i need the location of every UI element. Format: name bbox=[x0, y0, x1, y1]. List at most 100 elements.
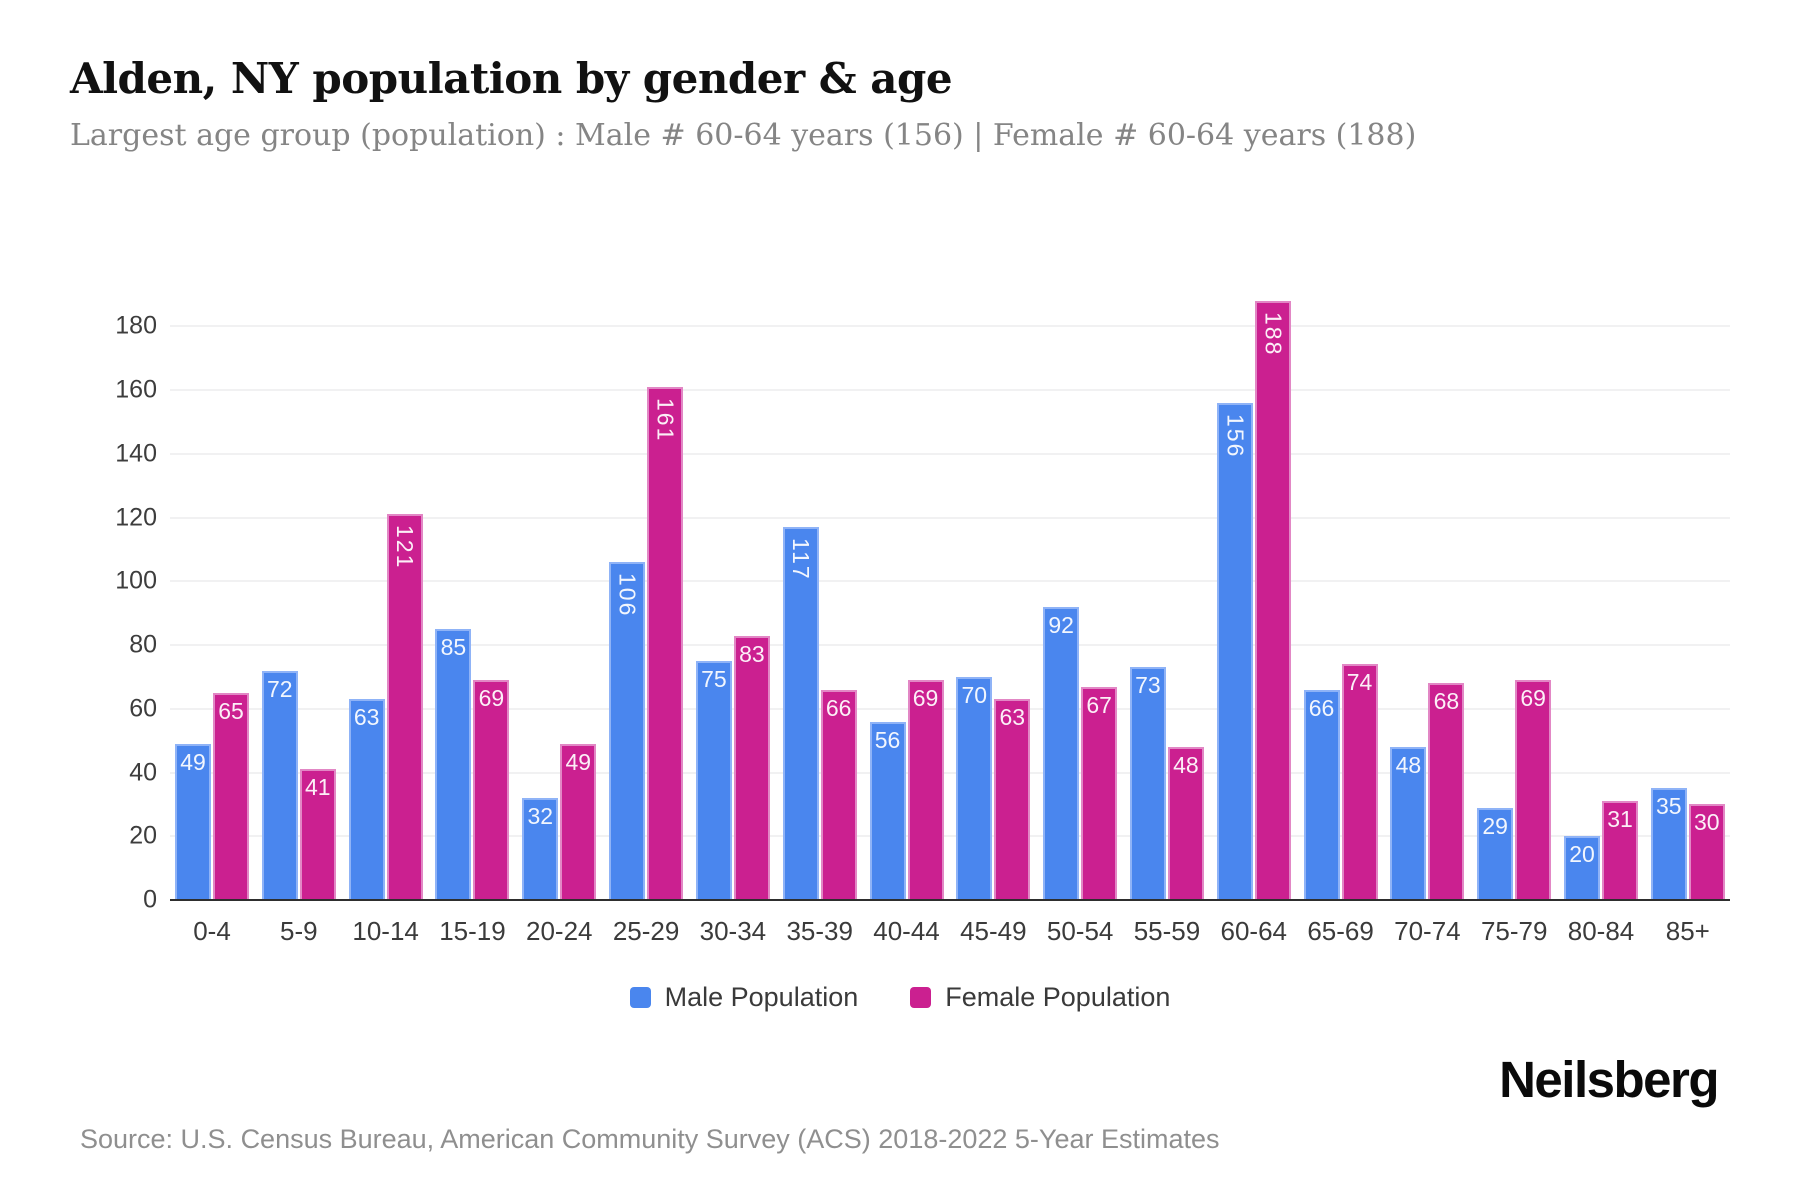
bar-male: 48 bbox=[1390, 747, 1427, 900]
bar-value-label: 29 bbox=[1482, 812, 1508, 839]
bar-group: 56 69 40-44 bbox=[869, 680, 944, 946]
x-axis-label: 20-24 bbox=[526, 916, 593, 946]
gridline bbox=[170, 707, 1730, 710]
bar-male: 72 bbox=[261, 670, 298, 900]
bar-group: 72 41 5-9 bbox=[261, 670, 336, 946]
bar-group: 73 48 55-59 bbox=[1129, 667, 1204, 946]
bar-value-label: 74 bbox=[1346, 669, 1373, 696]
x-axis-label: 35-39 bbox=[786, 916, 853, 946]
plot-area: 49 65 0-4 72 41 5-9 63 121 10-14 85 69 15-19 32 49 20-… bbox=[170, 250, 1730, 946]
bar-value-label: 30 bbox=[1694, 809, 1720, 836]
bar-value-label: 63 bbox=[353, 704, 380, 731]
legend-swatch bbox=[910, 987, 932, 1008]
bar-male: 29 bbox=[1477, 807, 1514, 900]
bar-male: 75 bbox=[695, 661, 732, 900]
bar-value-label: 92 bbox=[1048, 611, 1074, 638]
bar-group: 32 49 20-24 bbox=[522, 743, 597, 946]
y-axis-tick-label: 160 bbox=[115, 375, 157, 404]
bar-male: 73 bbox=[1129, 667, 1166, 900]
bar-groups: 49 65 0-4 72 41 5-9 63 121 10-14 85 69 15-19 32 49 20-… bbox=[170, 250, 1730, 946]
bar-female: 69 bbox=[473, 680, 510, 900]
gridline bbox=[170, 644, 1730, 647]
legend-swatch bbox=[629, 987, 651, 1008]
bar-male: 20 bbox=[1564, 836, 1600, 900]
bar-group: 106 161 25-29 bbox=[609, 387, 684, 946]
x-axis-label: 15-19 bbox=[439, 916, 506, 946]
bar-female: 48 bbox=[1167, 747, 1204, 900]
bar-female: 49 bbox=[560, 743, 597, 900]
x-axis-label: 60-64 bbox=[1220, 916, 1288, 946]
bar-male: 63 bbox=[348, 699, 385, 900]
page-title: Alden, NY population by gender & age bbox=[70, 54, 953, 103]
x-axis-line bbox=[170, 899, 1730, 901]
bar-value-label: 49 bbox=[180, 748, 206, 775]
x-axis-label: 55-59 bbox=[1133, 916, 1201, 946]
bar-group: 70 63 45-49 bbox=[956, 676, 1031, 946]
bar-value-label: 35 bbox=[1656, 793, 1682, 820]
x-axis-label: 50-54 bbox=[1046, 916, 1114, 946]
bar-value-label: 161 bbox=[652, 398, 679, 443]
bar-male: 56 bbox=[869, 721, 906, 900]
gridline bbox=[170, 580, 1730, 583]
bar-value-label: 32 bbox=[527, 803, 554, 830]
y-axis-tick-label: 180 bbox=[115, 311, 157, 340]
bar-female: 161 bbox=[647, 387, 684, 900]
bar-male: 70 bbox=[956, 676, 993, 900]
bar-group: 75 83 30-34 bbox=[695, 635, 770, 946]
bar-male: 92 bbox=[1043, 606, 1080, 900]
bar-female: 188 bbox=[1254, 300, 1291, 900]
bar-value-label: 67 bbox=[1086, 691, 1112, 718]
chart: 0 20 40 60 80 100 120 140 160 180 49 65 0-4 72 41 5-9 6… bbox=[95, 250, 1735, 946]
bar-value-label: 188 bbox=[1260, 311, 1287, 357]
bar-value-label: 72 bbox=[267, 675, 293, 702]
bar-female: 31 bbox=[1602, 801, 1638, 900]
legend-item: Male Population bbox=[629, 982, 859, 1013]
bar-male: 32 bbox=[522, 798, 559, 900]
bar-value-label: 66 bbox=[825, 694, 852, 721]
bar-value-label: 66 bbox=[1308, 694, 1335, 721]
bar-group: 85 69 15-19 bbox=[435, 629, 510, 946]
bar-male: 117 bbox=[782, 527, 819, 900]
bar-group: 66 74 65-69 bbox=[1303, 664, 1378, 946]
gridline bbox=[170, 835, 1730, 838]
bar-female: 66 bbox=[820, 689, 857, 900]
bar-female: 63 bbox=[994, 699, 1031, 900]
bar-value-label: 106 bbox=[614, 573, 641, 618]
y-axis-tick-label: 20 bbox=[129, 821, 157, 850]
bar-group: 63 121 10-14 bbox=[348, 514, 423, 946]
bar-value-label: 41 bbox=[305, 774, 331, 801]
bar-value-label: 69 bbox=[478, 685, 505, 712]
bar-male: 85 bbox=[435, 629, 472, 900]
x-axis-label: 40-44 bbox=[873, 916, 940, 946]
bar-group: 49 65 0-4 bbox=[175, 692, 249, 946]
bar-value-label: 20 bbox=[1569, 841, 1595, 868]
bar-value-label: 48 bbox=[1395, 752, 1422, 779]
bar-male: 106 bbox=[609, 562, 646, 900]
legend: Male Population Female Population bbox=[0, 982, 1800, 1013]
bar-value-label: 48 bbox=[1173, 752, 1199, 779]
bar-value-label: 75 bbox=[701, 666, 727, 693]
bar-value-label: 69 bbox=[912, 685, 939, 712]
bar-value-label: 63 bbox=[999, 704, 1026, 731]
gridline bbox=[170, 771, 1730, 774]
y-axis-tick-label: 80 bbox=[129, 630, 157, 659]
bar-group: 20 31 80-84 bbox=[1564, 801, 1638, 946]
legend-label: Male Population bbox=[664, 982, 859, 1012]
y-axis-tick-label: 40 bbox=[129, 758, 157, 787]
y-axis-tick-label: 140 bbox=[115, 439, 157, 468]
bar-value-label: 83 bbox=[739, 640, 765, 667]
y-axis-tick-label: 120 bbox=[115, 503, 157, 532]
bar-value-label: 56 bbox=[874, 726, 901, 753]
x-axis-label: 75-79 bbox=[1480, 916, 1548, 946]
x-axis-label: 5-9 bbox=[280, 916, 318, 946]
x-axis-label: 25-29 bbox=[612, 916, 680, 946]
bar-female: 67 bbox=[1081, 686, 1118, 900]
legend-item: Female Population bbox=[910, 982, 1170, 1013]
x-axis-label: 80-84 bbox=[1567, 916, 1635, 946]
bar-male: 49 bbox=[175, 743, 211, 900]
bar-male: 66 bbox=[1303, 689, 1340, 900]
gridline bbox=[170, 389, 1730, 392]
bar-female: 41 bbox=[299, 769, 336, 900]
source-text: Source: U.S. Census Bureau, American Com… bbox=[80, 1124, 1220, 1154]
neilsberg-logo: Neilsberg bbox=[1499, 1051, 1719, 1108]
